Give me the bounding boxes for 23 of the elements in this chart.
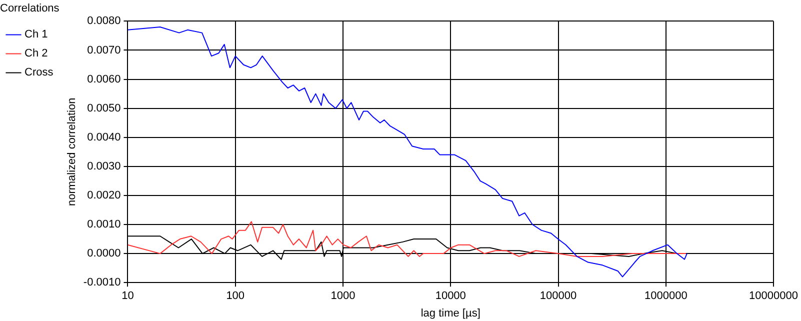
- x-tick-label: 100000: [540, 290, 577, 302]
- x-tick-label: 1000000: [644, 290, 688, 302]
- x-tick-label: 10000: [435, 290, 466, 302]
- y-tick-label: -0.0010: [83, 276, 121, 289]
- legend-label: Ch 1: [24, 28, 48, 41]
- y-tick-label: 0.0010: [87, 218, 121, 231]
- x-axis-title: lag time [µs]: [420, 307, 480, 320]
- y-tick-label: 0.0030: [87, 160, 121, 172]
- x-tick-label: 10: [122, 290, 134, 302]
- y-axis-title: normalized correlation: [66, 98, 78, 206]
- x-tick-label: 10000000: [749, 290, 798, 302]
- legend-label: Cross: [24, 66, 54, 79]
- x-tick-label: 100: [226, 290, 245, 302]
- x-tick-label: 1000: [330, 290, 356, 302]
- y-tick-label: 0.0080: [87, 15, 121, 28]
- y-tick-label: 0.0000: [87, 248, 121, 260]
- y-tick-label: 0.0060: [87, 73, 121, 86]
- y-tick-label: 0.0070: [87, 44, 121, 56]
- legend-label: Ch 2: [24, 48, 48, 60]
- y-tick-label: 0.0050: [87, 102, 121, 114]
- y-tick-label: 0.0020: [87, 190, 121, 202]
- text: Correlations: [0, 2, 60, 15]
- y-tick-label: 0.0040: [87, 131, 121, 144]
